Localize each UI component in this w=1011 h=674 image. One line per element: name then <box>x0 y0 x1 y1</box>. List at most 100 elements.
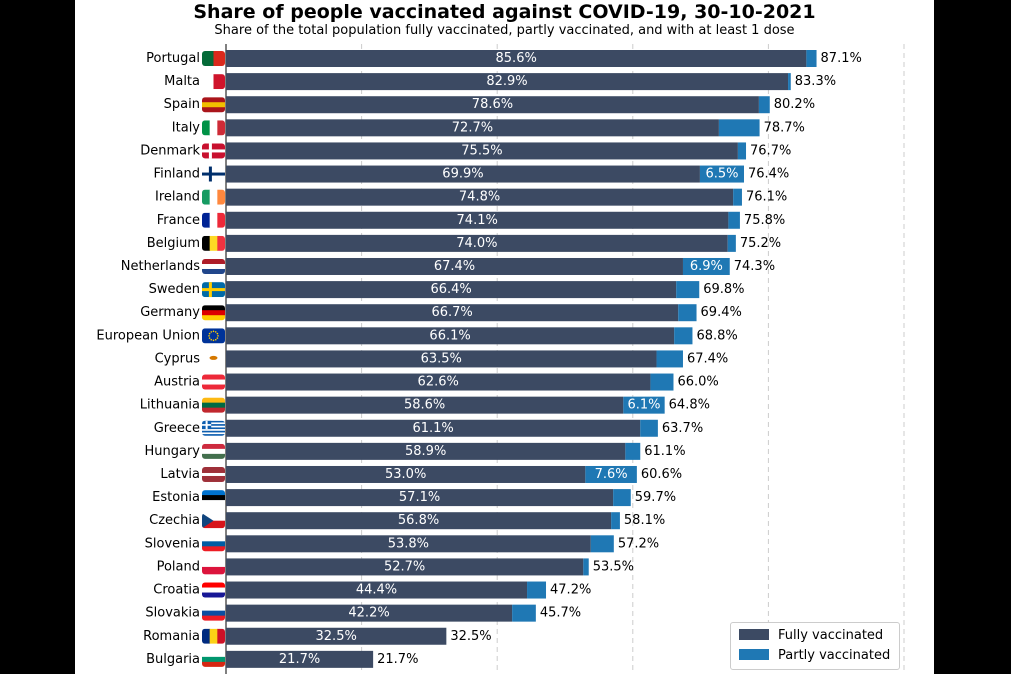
partly-vaccinated-bar <box>727 234 736 252</box>
fully-vaccinated-bar <box>226 119 719 137</box>
partly-vaccinated-bar <box>640 419 658 437</box>
country-tick-label: Lithuania <box>140 398 200 413</box>
bar-row: Lithuania 58.6% 6.1% 64.8% <box>140 396 710 414</box>
fully-value-label: 58.6% <box>404 398 445 413</box>
fully-vaccinated-bar <box>226 304 679 322</box>
bar-row: Latvia 53.0% 7.6% 60.6% <box>160 465 682 483</box>
country-tick-label: Sweden <box>149 282 200 297</box>
bar-row: Spain 78.6% 80.2% <box>164 96 815 114</box>
country-tick-label: European Union <box>96 328 200 343</box>
fully-vaccinated-bar <box>226 489 614 507</box>
country-tick-label: Latvia <box>160 467 200 482</box>
country-tick-label: Portugal <box>146 51 200 66</box>
fully-value-label: 75.5% <box>461 143 502 158</box>
fully-vaccinated-bar <box>226 465 586 483</box>
fully-value-label: 53.0% <box>385 467 426 482</box>
partly-value-label: 6.1% <box>627 398 660 413</box>
partly-vaccinated-bar <box>806 50 817 67</box>
bar-row: Netherlands 67.4% 6.9% 74.3% <box>121 257 775 275</box>
partly-vaccinated-bar <box>611 512 620 530</box>
legend-swatch-fully <box>739 629 769 640</box>
fully-value-label: 32.5% <box>316 629 357 644</box>
country-tick-label: Spain <box>164 97 200 112</box>
country-tick-label: Poland <box>157 559 200 574</box>
bar-row: Austria 62.6% 66.0% <box>154 373 719 391</box>
fully-value-label: 66.7% <box>431 305 472 320</box>
fully-vaccinated-bar <box>226 350 657 368</box>
bar-chart: Portugal 85.6% 87.1% Malta 82.9% 83.3% Spain 78… <box>96 44 905 674</box>
partly-vaccinated-bar <box>585 465 637 483</box>
total-value-label: 76.1% <box>746 190 787 205</box>
bar-row: Croatia 44.4% 47.2% <box>153 581 591 599</box>
partly-vaccinated-bar <box>733 188 742 206</box>
fully-vaccinated-bar <box>226 73 789 91</box>
chart-title: Share of people vaccinated against COVID… <box>193 1 816 23</box>
partly-value-label: 7.6% <box>595 467 628 482</box>
bar-row: Greece 61.1% 63.7% <box>154 419 703 437</box>
total-value-label: 83.3% <box>795 74 836 89</box>
bar-row: Romania 32.5% 32.5% <box>143 627 492 645</box>
fully-value-label: 74.1% <box>457 213 498 228</box>
bar-row: Belgium 74.0% 75.2% <box>147 234 781 252</box>
bar-row: Poland 52.7% 53.5% <box>157 558 634 576</box>
fully-value-label: 53.8% <box>388 536 429 551</box>
total-value-label: 78.7% <box>764 120 805 135</box>
bar-row: Malta 82.9% 83.3% <box>164 73 836 91</box>
fully-vaccinated-bar <box>226 327 675 345</box>
total-value-label: 69.8% <box>703 282 744 297</box>
bar-row: Hungary 58.9% 61.1% <box>144 442 686 460</box>
legend-label-fully: Fully vaccinated <box>778 628 884 643</box>
fully-value-label: 42.2% <box>348 606 389 621</box>
legend-label-partly: Partly vaccinated <box>778 648 891 663</box>
partly-vaccinated-bar <box>676 281 700 299</box>
legend-item-partly: Partly vaccinated <box>739 647 890 665</box>
country-tick-label: Croatia <box>153 583 200 598</box>
total-value-label: 74.3% <box>734 259 775 274</box>
bar-row: Cyprus 63.5% 67.4% <box>155 350 728 368</box>
fully-value-label: 66.4% <box>430 282 471 297</box>
total-value-label: 76.4% <box>748 167 789 182</box>
country-tick-label: Estonia <box>152 490 200 505</box>
total-value-label: 66.0% <box>677 375 718 390</box>
country-tick-label: Hungary <box>144 444 200 459</box>
country-tick-label: Malta <box>164 74 200 89</box>
fully-vaccinated-bar <box>226 96 759 114</box>
partly-vaccinated-bar <box>678 304 697 322</box>
fully-vaccinated-bar <box>226 257 683 275</box>
partly-vaccinated-bar <box>788 73 791 91</box>
country-tick-label: Czechia <box>149 513 200 528</box>
chart-canvas: Share of people vaccinated against COVID… <box>75 0 934 674</box>
country-tick-label: Germany <box>140 305 200 320</box>
fully-vaccinated-bar <box>226 50 807 67</box>
fully-vaccinated-bar <box>226 512 612 530</box>
partly-vaccinated-bar <box>718 119 760 137</box>
total-value-label: 61.1% <box>644 444 685 459</box>
total-value-label: 64.8% <box>669 398 710 413</box>
bar-row: Portugal 85.6% 87.1% <box>146 50 862 67</box>
fully-vaccinated-bar <box>226 188 734 206</box>
partly-value-label: 6.5% <box>705 167 738 182</box>
partly-vaccinated-bar <box>512 604 536 622</box>
partly-vaccinated-bar <box>650 373 674 391</box>
fully-value-label: 62.6% <box>418 375 459 390</box>
bar-row: Bulgaria 21.7% 21.7% <box>146 650 418 668</box>
fully-value-label: 78.6% <box>472 97 513 112</box>
chart-legend: Fully vaccinated Partly vaccinated <box>730 622 900 670</box>
country-tick-label: Slovakia <box>145 606 200 621</box>
country-tick-label: Slovenia <box>145 536 200 551</box>
total-value-label: 59.7% <box>635 490 676 505</box>
country-tick-label: Cyprus <box>155 351 201 366</box>
fully-vaccinated-bar <box>226 281 677 299</box>
fully-vaccinated-bar <box>226 419 641 437</box>
bar-row: Slovenia 53.8% 57.2% <box>145 535 659 553</box>
country-tick-label: Italy <box>172 120 201 135</box>
fully-value-label: 72.7% <box>452 120 493 135</box>
total-value-label: 57.2% <box>618 536 659 551</box>
fully-vaccinated-bar <box>226 558 584 576</box>
fully-value-label: 66.1% <box>429 328 470 343</box>
total-value-label: 80.2% <box>774 97 815 112</box>
fully-value-label: 21.7% <box>279 652 320 667</box>
country-tick-label: Ireland <box>155 190 200 205</box>
country-tick-label: Belgium <box>147 236 200 251</box>
partly-vaccinated-bar <box>583 558 589 576</box>
